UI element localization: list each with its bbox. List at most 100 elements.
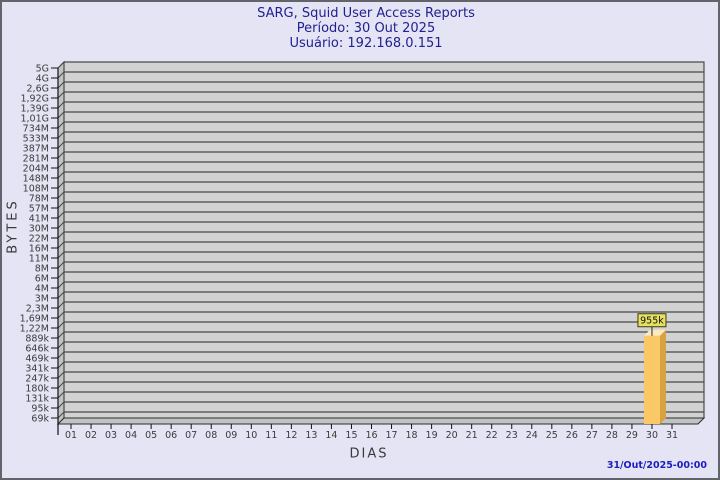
x-tick-label: 20	[446, 430, 458, 441]
gridline-wall-connector	[57, 361, 65, 369]
gridline-wall-connector	[57, 341, 65, 349]
chart-user-line: Usuário: 192.168.0.151	[289, 36, 443, 51]
y-tick-label: 30M	[29, 224, 49, 235]
y-tick-label: 1,69M	[20, 314, 49, 325]
y-tick-label: 2,3M	[26, 304, 49, 315]
x-tick-label: 08	[205, 430, 217, 441]
gridline-wall-connector	[57, 221, 65, 229]
gridline-wall-connector	[57, 281, 65, 289]
chart-title: SARG, Squid User Access Reports	[257, 6, 475, 21]
x-tick-label: 05	[145, 430, 157, 441]
x-axis-title: DIAS	[349, 446, 389, 462]
y-tick-label: 533M	[23, 134, 49, 145]
y-tick-label: 734M	[23, 124, 49, 135]
x-tick-label: 21	[466, 430, 478, 441]
x-tick-label: 11	[265, 430, 277, 441]
y-tick-label: 6M	[35, 274, 49, 285]
gridline-wall-connector	[57, 171, 65, 179]
gridline-wall-connector	[57, 351, 65, 359]
y-tick-label: 4G	[36, 74, 49, 85]
y-tick-label: 22M	[29, 234, 49, 245]
y-tick-label: 57M	[29, 204, 49, 215]
x-tick-label: 30	[646, 430, 658, 441]
gridline-wall-connector	[57, 241, 65, 249]
y-tick-label: 41M	[29, 214, 49, 225]
bar-value-label: 955k	[640, 316, 664, 327]
gridline-wall-connector	[57, 101, 65, 109]
x-tick-label: 02	[85, 430, 97, 441]
gridline-wall-connector	[57, 181, 65, 189]
gridline-wall-connector	[57, 381, 65, 389]
x-tick-label: 25	[546, 430, 558, 441]
gridline-wall-connector	[57, 81, 65, 89]
x-tick-label: 27	[586, 430, 598, 441]
y-axis-title: BYTES	[5, 198, 21, 254]
x-tick-label: 29	[626, 430, 638, 441]
x-tick-label: 31	[666, 430, 678, 441]
bar-side-face	[659, 329, 666, 424]
x-tick-label: 26	[566, 430, 578, 441]
gridline-wall-connector	[57, 61, 65, 69]
y-tick-label: 469k	[25, 354, 49, 365]
x-tick-label: 15	[345, 430, 357, 441]
chart-period-line: Período: 30 Out 2025	[296, 21, 436, 36]
x-tick-label: 19	[426, 430, 438, 441]
y-tick-label: 1,39G	[20, 104, 49, 115]
y-tick-label: 131k	[25, 394, 49, 405]
x-tick-label: 01	[65, 430, 77, 441]
gridline-wall-connector	[57, 251, 65, 259]
gridline-wall-connector	[57, 271, 65, 279]
y-tick-label: 108M	[23, 184, 49, 195]
x-tick-label: 04	[125, 430, 137, 441]
bar-top-face	[643, 329, 666, 336]
y-tick-label: 95k	[31, 404, 49, 415]
gridline-wall-connector	[57, 111, 65, 119]
y-tick-label: 281M	[23, 154, 49, 165]
x-tick-label: 16	[365, 430, 377, 441]
y-tick-label: 5G	[36, 64, 49, 75]
x-tick-label: 18	[406, 430, 418, 441]
y-tick-label: 4M	[35, 284, 49, 295]
y-tick-label: 148M	[23, 174, 49, 185]
x-tick-label: 03	[105, 430, 117, 441]
gridline-wall-connector	[57, 411, 65, 419]
x-tick-label: 28	[606, 430, 618, 441]
x-tick-label: 09	[225, 430, 237, 441]
y-tick-label: 16M	[29, 244, 49, 255]
gridline-wall-connector	[57, 141, 65, 149]
x-tick-label: 14	[325, 430, 337, 441]
x-tick-label: 07	[185, 430, 197, 441]
y-tick-label: 69k	[31, 414, 49, 425]
bar-front-face	[643, 335, 660, 424]
gridline-wall-connector	[57, 331, 65, 339]
gridline-wall-connector	[57, 321, 65, 329]
gridline-wall-connector	[57, 191, 65, 199]
gridline-wall-connector	[57, 71, 65, 79]
gridline-wall-connector	[57, 201, 65, 209]
y-tick-label: 1,01G	[20, 114, 49, 125]
gridline-wall-connector	[57, 261, 65, 269]
gridline-wall-connector	[57, 311, 65, 319]
x-tick-label: 12	[285, 430, 297, 441]
x-tick-label: 06	[165, 430, 177, 441]
x-tick-label: 10	[245, 430, 257, 441]
x-tick-label: 24	[526, 430, 538, 441]
gridline-wall-connector	[57, 401, 65, 409]
y-tick-label: 1,92G	[20, 94, 49, 105]
back-wall	[63, 61, 705, 419]
y-tick-label: 3M	[35, 294, 49, 305]
y-tick-label: 889k	[25, 334, 49, 345]
x-tick-label: 23	[506, 430, 518, 441]
gridline-wall-connector	[57, 131, 65, 139]
gridline-wall-connector	[57, 371, 65, 379]
y-tick-label: 1,22M	[20, 324, 49, 335]
y-tick-label: 11M	[29, 254, 49, 265]
gridline-wall-connector	[57, 211, 65, 219]
gridline-wall-connector	[57, 301, 65, 309]
y-tick-label: 341k	[25, 364, 49, 375]
y-tick-label: 204M	[23, 164, 49, 175]
gridline-wall-connector	[57, 291, 65, 299]
x-tick-label: 13	[305, 430, 317, 441]
